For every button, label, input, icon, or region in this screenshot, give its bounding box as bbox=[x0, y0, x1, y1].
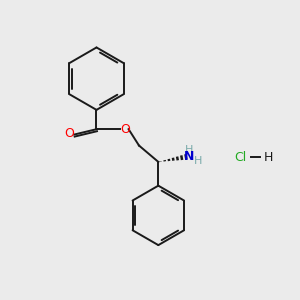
Text: O: O bbox=[120, 123, 130, 136]
Text: H: H bbox=[194, 156, 202, 166]
Text: H: H bbox=[264, 151, 273, 164]
Text: N: N bbox=[184, 150, 195, 163]
Text: H: H bbox=[185, 145, 194, 155]
Text: O: O bbox=[64, 128, 74, 140]
Text: Cl: Cl bbox=[235, 151, 247, 164]
